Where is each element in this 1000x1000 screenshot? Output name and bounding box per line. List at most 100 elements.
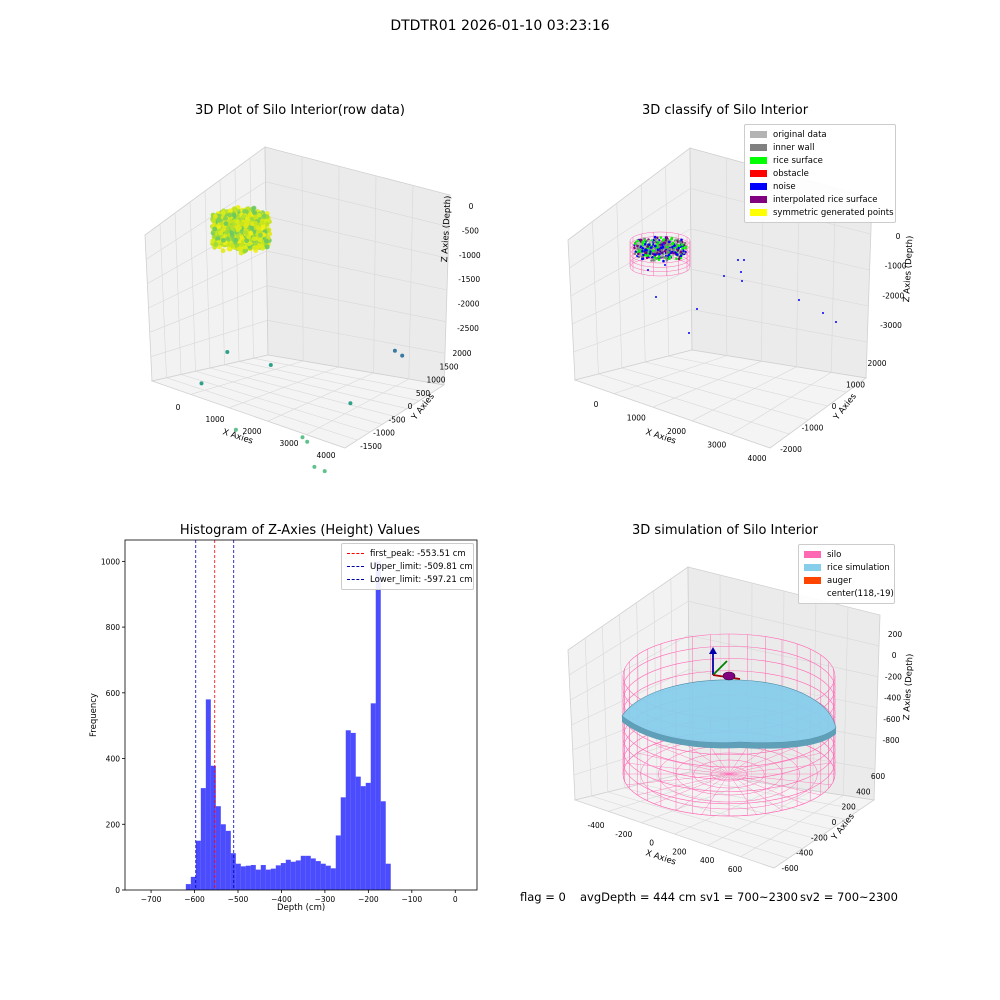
panel1-left-pane bbox=[144, 146, 269, 382]
panel2-class-point bbox=[671, 254, 675, 257]
panel1-y-tick: 1500 bbox=[439, 362, 458, 371]
panel1-floor-pane bbox=[150, 354, 446, 449]
panel2-class-point bbox=[684, 246, 687, 250]
status-flag: flag = 0 bbox=[520, 890, 566, 904]
panel4-y-tick: 0 bbox=[832, 818, 837, 827]
panel1-cluster-point bbox=[212, 226, 218, 232]
panel2-class-point bbox=[683, 241, 687, 245]
panel1-outlier-point bbox=[300, 435, 305, 440]
panel2-class-point bbox=[671, 243, 674, 246]
legend-center: center(118,-19) bbox=[827, 588, 894, 599]
panel2-class-point bbox=[641, 257, 644, 261]
panel2-class-point bbox=[662, 255, 665, 259]
panel2-class-point bbox=[633, 252, 637, 255]
panel1-cluster-point bbox=[213, 213, 218, 219]
panel2-class-point bbox=[666, 244, 670, 247]
panel2-class-point bbox=[641, 242, 645, 245]
panel2-noise-point bbox=[655, 296, 657, 298]
panel1-z-tick: -500 bbox=[462, 226, 479, 235]
panel1-outlier-point bbox=[400, 353, 405, 358]
legend-obstacle: obstacle bbox=[750, 167, 890, 180]
panel2-x-tick: 4000 bbox=[747, 454, 766, 463]
panel1-z-tick: -1500 bbox=[458, 275, 480, 284]
panel1-cluster-point bbox=[230, 243, 235, 249]
panel2-title: 3D classify of Silo Interior bbox=[641, 103, 809, 118]
panel1-gridlines bbox=[146, 156, 450, 441]
panel1-y-tick: 500 bbox=[416, 389, 431, 398]
panel2-class-point bbox=[681, 243, 684, 246]
panel1-cluster-point bbox=[258, 232, 263, 238]
panel2-class-point bbox=[650, 259, 653, 262]
panel4-gridlines bbox=[569, 574, 880, 859]
panel1-cluster-point bbox=[259, 243, 264, 249]
panel1-cluster-point bbox=[241, 214, 247, 220]
panel1-cluster-point bbox=[239, 235, 244, 241]
legend-original-data: original data bbox=[750, 128, 890, 141]
panel1-x-tick: 2000 bbox=[242, 427, 261, 436]
panel1-cluster-point bbox=[259, 220, 265, 226]
panel2-class-point bbox=[662, 259, 665, 263]
legend-rice-surface: rice surface bbox=[750, 154, 890, 167]
status-avg-depth: avgDepth = 444 cm bbox=[580, 890, 697, 904]
panel1-cluster-point bbox=[210, 230, 216, 236]
panel2-x-tick: 1000 bbox=[627, 414, 646, 423]
panel2-z-tick: -2000 bbox=[882, 291, 904, 300]
panel1-cluster-point bbox=[221, 237, 226, 243]
panel1-cluster-point bbox=[232, 206, 237, 212]
panel4-x-tick: 0 bbox=[649, 839, 654, 848]
panel4-z-tick: -600 bbox=[883, 715, 900, 724]
panel4-y-tick: -600 bbox=[781, 864, 798, 873]
panel1-cluster-point bbox=[235, 227, 241, 233]
panel2-class-point bbox=[658, 252, 661, 256]
panel4-silo-floor-spoke bbox=[701, 773, 730, 815]
panel1-cluster-point bbox=[249, 225, 255, 231]
panel2-class-point bbox=[677, 257, 681, 261]
panel1-cluster-point bbox=[249, 217, 255, 223]
panel4-x-tick: -200 bbox=[615, 830, 632, 839]
panel2-class-point bbox=[657, 258, 661, 262]
panel4-y-tick: 600 bbox=[871, 772, 886, 781]
histogram-xlabel: Depth (cm) bbox=[277, 903, 326, 913]
panel2-class-point bbox=[653, 242, 657, 245]
panel4-x-tick: 400 bbox=[700, 856, 715, 865]
panel1-outlier-point bbox=[312, 464, 317, 469]
panel1-z-tick: 0 bbox=[469, 202, 474, 211]
panel2-noise-point bbox=[647, 269, 649, 271]
panel2-class-point bbox=[641, 249, 644, 253]
panel2-class-point bbox=[640, 255, 644, 259]
panel2-class-point bbox=[653, 250, 657, 254]
panel2-class-point bbox=[677, 246, 680, 250]
panel4-silo-floor-spoke bbox=[728, 773, 832, 786]
panel4-x-tick: 600 bbox=[728, 865, 743, 874]
panel1-y-tick: -500 bbox=[388, 415, 405, 424]
panel1-cluster-point bbox=[211, 218, 217, 224]
histogram-ylabel: Frequency bbox=[88, 693, 99, 737]
panel1-cluster-point bbox=[256, 212, 262, 218]
panel2-class-point bbox=[660, 254, 663, 257]
panel2-y-tick: 2000 bbox=[867, 359, 886, 368]
panel4-silo-floor-spoke bbox=[626, 762, 730, 775]
panel4-y-tick: -400 bbox=[796, 849, 813, 858]
panel4-silo-floor-spoke bbox=[728, 752, 821, 775]
panel1-cluster-point bbox=[210, 238, 216, 244]
panel2-class-point bbox=[637, 252, 640, 256]
panel2-class-point bbox=[656, 242, 659, 245]
panel1-cluster-point bbox=[236, 246, 242, 252]
panel1-y-tick: -1000 bbox=[373, 429, 395, 438]
panel2-floor-pane bbox=[573, 349, 868, 449]
panel2-z-tick: 0 bbox=[896, 232, 901, 241]
panel2-class-point bbox=[663, 241, 667, 245]
panel2-class-point bbox=[636, 239, 640, 243]
histogram-legend: first_peak: -553.51 cm Upper_limit: -509… bbox=[341, 543, 474, 590]
panel2-class-point bbox=[649, 246, 653, 249]
panel2-class-point bbox=[679, 250, 683, 254]
panel2-noise-point bbox=[737, 259, 739, 261]
panel2-x-tick: 2000 bbox=[667, 427, 686, 436]
panel1-cluster-point bbox=[251, 205, 257, 211]
panel2-class-point bbox=[639, 238, 642, 242]
panel1-cluster-point bbox=[223, 221, 229, 227]
panel2-noise-point bbox=[798, 299, 800, 301]
panel2-class-point bbox=[636, 247, 640, 250]
panel1-outlier-point bbox=[225, 350, 230, 354]
panel1-cluster-point bbox=[229, 225, 235, 230]
